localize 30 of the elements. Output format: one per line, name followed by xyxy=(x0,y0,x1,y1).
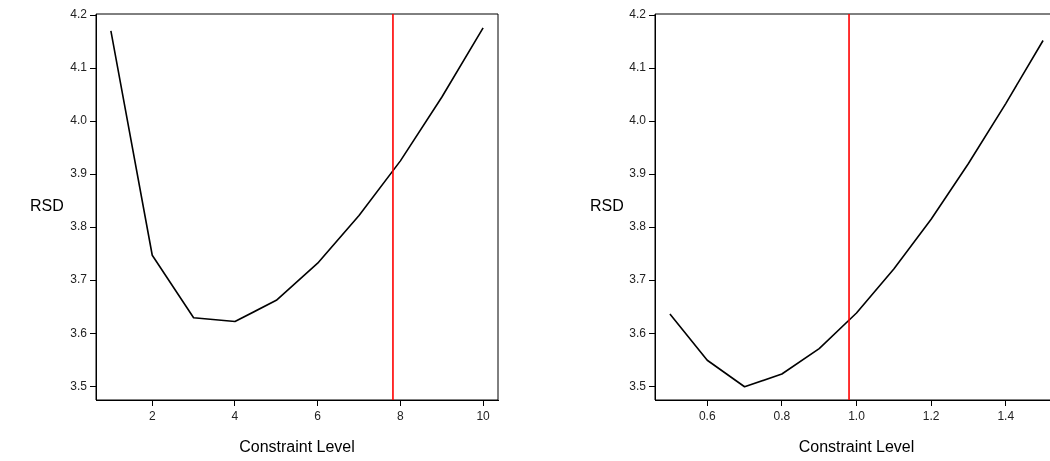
x-axis-title: Constraint Level xyxy=(239,437,355,455)
y-tick-label: 3.8 xyxy=(70,219,88,234)
y-tick-label: 4.1 xyxy=(629,60,647,75)
x-tick-label: 8 xyxy=(397,408,405,423)
y-tick-label: 4.1 xyxy=(70,60,88,75)
y-tick-label: 3.5 xyxy=(629,378,647,393)
y-tick-label: 3.9 xyxy=(70,166,88,181)
x-tick-label: 0.6 xyxy=(698,408,716,423)
y-axis-title: RSD xyxy=(590,197,624,215)
x-tick-label: 10 xyxy=(476,408,491,423)
x-axis-title: Constraint Level xyxy=(798,437,915,455)
y-tick-label: 3.9 xyxy=(629,166,647,181)
y-tick-label: 3.7 xyxy=(629,272,647,287)
y-tick-label: 3.6 xyxy=(70,325,88,340)
x-tick-label: 1.4 xyxy=(997,408,1015,423)
y-tick-label: 3.7 xyxy=(70,272,88,287)
y-tick-label: 3.8 xyxy=(629,219,647,234)
y-tick-label: 3.6 xyxy=(629,325,647,340)
y-tick-label: 4.2 xyxy=(629,7,647,22)
y-tick-label: 4.0 xyxy=(70,113,88,128)
x-tick-label: 6 xyxy=(314,408,322,423)
y-axis-title: RSD xyxy=(30,197,64,215)
y-tick-label: 4.2 xyxy=(70,7,88,22)
x-tick-label: 1.2 xyxy=(922,408,940,423)
x-tick-label: 4 xyxy=(231,408,239,423)
x-tick-label: 0.8 xyxy=(773,408,791,423)
x-tick-label: 2 xyxy=(148,408,156,423)
y-tick-label: 4.0 xyxy=(629,113,647,128)
y-tick-label: 3.5 xyxy=(70,378,88,393)
x-tick-label: 1.0 xyxy=(848,408,866,423)
